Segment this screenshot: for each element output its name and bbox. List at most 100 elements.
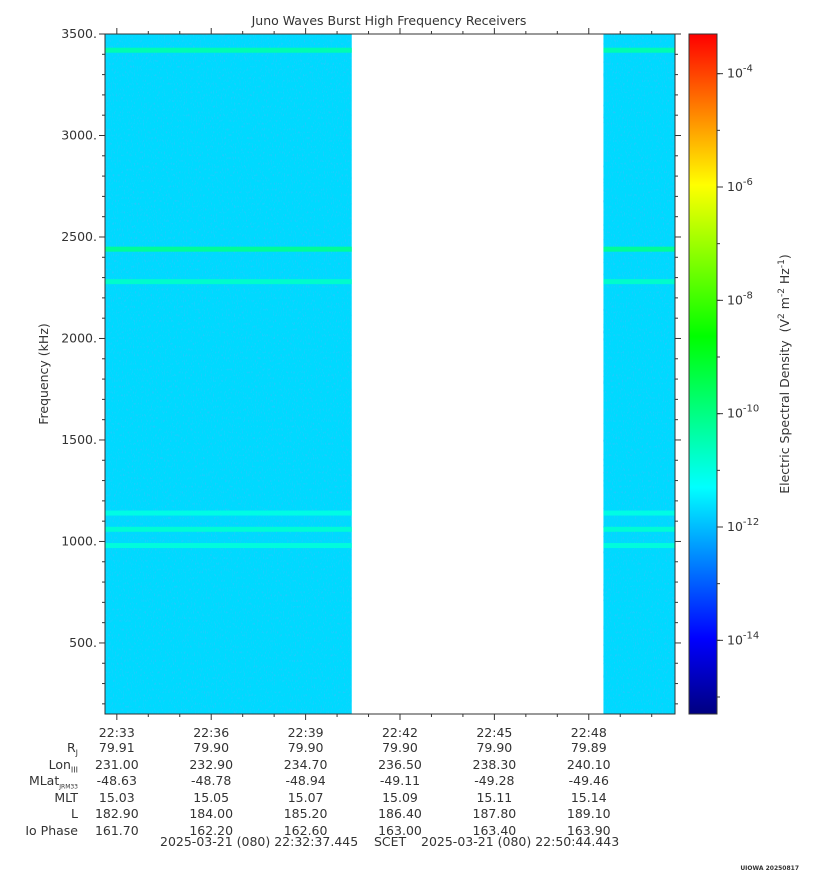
plot-area	[104, 34, 675, 714]
ephemeris-cell: -48.94	[285, 773, 326, 788]
ephemeris-cell: 182.90	[94, 806, 139, 821]
x-axis: 22:33 22:36 22:39 22:42 22:45 22:48	[99, 28, 653, 740]
time-range-start: 2025-03-21 (080) 22:32:37.445	[160, 834, 359, 849]
y-tick-label: 1000.	[61, 533, 97, 548]
x-tick-label: 22:45	[476, 725, 512, 740]
y-axis-label: Frequency (kHz)	[36, 323, 51, 425]
data-segment	[104, 34, 352, 714]
colorbar-label-main: Electric Spectral Density	[777, 340, 792, 494]
ephemeris-cell: 15.09	[382, 789, 418, 805]
ephemeris-cell: 234.70	[283, 756, 328, 772]
y-tick-label: 2500.	[61, 229, 97, 244]
ephemeris-label: MLatJRM33	[28, 773, 78, 791]
ephemeris-cell: 15.03	[98, 789, 135, 805]
ephemeris-cell: 79.90	[382, 740, 418, 755]
segment-background	[104, 34, 352, 714]
ephemeris-cell: 236.50	[378, 756, 422, 772]
ephemeris-cell: 186.40	[378, 806, 422, 821]
ephemeris-cell: 162.20	[189, 822, 234, 838]
ephemeris-label: LonIII	[48, 756, 78, 775]
x-tick-label: 22:42	[382, 725, 418, 740]
time-frame-label: SCET	[374, 834, 407, 849]
ephemeris-cell: 163.40	[472, 822, 517, 838]
emission-line	[104, 526, 352, 532]
y-axis: 500. 1000. 1500. 2000. 2500. 3000. 3500.	[61, 26, 681, 705]
colorbar-tick-label: 10-12	[727, 517, 759, 534]
emission-line	[603, 510, 675, 516]
ephemeris-cell: 15.14	[570, 789, 607, 805]
ephemeris-row: LonIII 231.00 232.90 234.70 236.50 238.30 240.…	[0, 756, 780, 775]
ephemeris-label-subscript: J	[75, 748, 78, 758]
ephemeris-label-subscript: JRM33	[59, 783, 78, 791]
segment-background	[603, 34, 675, 714]
ephemeris-cell: 79.89	[570, 740, 607, 755]
ephemeris-cell: 184.00	[189, 806, 234, 821]
ephemeris-cell: 79.90	[287, 740, 324, 755]
ephemeris-label: L	[71, 806, 78, 821]
emission-line	[603, 279, 675, 285]
ephemeris-cell: -48.63	[96, 773, 137, 788]
ephemeris-cell: 163.00	[378, 822, 422, 838]
colorbar-tick-label: 10-8	[727, 290, 753, 307]
colorbar-tick-label: 10-6	[727, 177, 753, 194]
y-tick-label: 3500.	[61, 26, 97, 41]
ephemeris-cell: 240.10	[566, 756, 611, 772]
colorbar: 10-4 10-6 10-8 10-10 10-12 10-14	[688, 33, 759, 715]
ephemeris-cell: -49.11	[379, 773, 421, 788]
ephemeris-cell: 163.90	[566, 822, 611, 838]
emission-line	[603, 246, 675, 252]
data-segment	[603, 34, 675, 714]
x-tick-label: 22:33	[99, 725, 135, 740]
ephemeris-cell: 162.60	[283, 822, 328, 838]
emission-line	[603, 543, 675, 549]
x-tick-label: 22:48	[571, 725, 607, 740]
ephemeris-cell: 187.80	[472, 806, 517, 821]
y-tick-label: 2000.	[61, 330, 97, 345]
ephemeris-row: MLatJRM33 -48.63 -48.78 -48.94 -49.11 -49.28 -…	[0, 773, 780, 791]
ephemeris-cell: -49.28	[474, 773, 515, 788]
plot-frame	[104, 33, 676, 715]
ephemeris-cell: 189.10	[566, 806, 611, 821]
ephemeris-row: L 182.90 184.00 185.20 186.40 187.80 189.10	[0, 806, 780, 822]
ephemeris-row: RJ 79.91 79.90 79.90 79.90 79.90 79.89	[0, 740, 780, 758]
y-tick-label: 3000.	[61, 127, 97, 142]
production-stamp: UIOWA 20250817	[740, 865, 799, 872]
colorbar-units: (V2 m-2 Hz-1)	[777, 254, 792, 332]
ephemeris-cell: 15.05	[193, 789, 230, 805]
emission-line	[104, 510, 352, 516]
ephemeris-cell: 238.30	[472, 756, 517, 772]
colorbar-tick-label: 10-4	[727, 64, 753, 81]
ephemeris-cell: 161.70	[94, 822, 139, 838]
ephemeris-row: MLT 15.03 15.05 15.07 15.09 15.11 15.14	[0, 790, 780, 806]
ephemeris-label: Io Phase	[25, 822, 78, 838]
time-range-end: 2025-03-21 (080) 22:50:44.443	[421, 834, 620, 849]
ephemeris-cell: -48.78	[191, 773, 232, 788]
chart-title: Juno Waves Burst High Frequency Receiver…	[251, 13, 527, 28]
colorbar-tick-label: 10-10	[727, 404, 759, 421]
ephemeris-cell: 15.07	[287, 789, 324, 805]
emission-line	[104, 246, 352, 252]
y-tick-label: 500.	[69, 635, 97, 650]
colorbar-gradient	[688, 33, 718, 715]
emission-line	[104, 279, 352, 285]
y-tick-label: 1500.	[61, 432, 97, 447]
ephemeris-label-subscript: III	[70, 765, 78, 774]
ephemeris-cell: -49.46	[568, 773, 609, 788]
ephemeris-cell: 185.20	[283, 806, 328, 821]
colorbar-label: Electric Spectral Density (V2 m-2 Hz-1)	[777, 254, 792, 494]
ephemeris-cell: 15.11	[476, 789, 513, 805]
ephemeris-row: Io Phase 161.70 162.20 162.60 163.00 163.40 16…	[0, 823, 780, 839]
ephemeris-cell: 231.00	[94, 756, 139, 772]
x-tick-label: 22:36	[193, 725, 229, 740]
emission-line	[104, 543, 352, 549]
ephemeris-cell: 79.91	[98, 740, 135, 755]
emission-line	[603, 47, 675, 53]
ephemeris-cell: 79.90	[476, 740, 513, 755]
ephemeris-label: RJ	[66, 740, 78, 758]
emission-line	[603, 526, 675, 532]
ephemeris-cell: 79.90	[193, 740, 230, 755]
ephemeris-cell: 232.90	[189, 756, 234, 772]
x-tick-label: 22:39	[288, 725, 324, 740]
emission-line	[104, 47, 352, 53]
